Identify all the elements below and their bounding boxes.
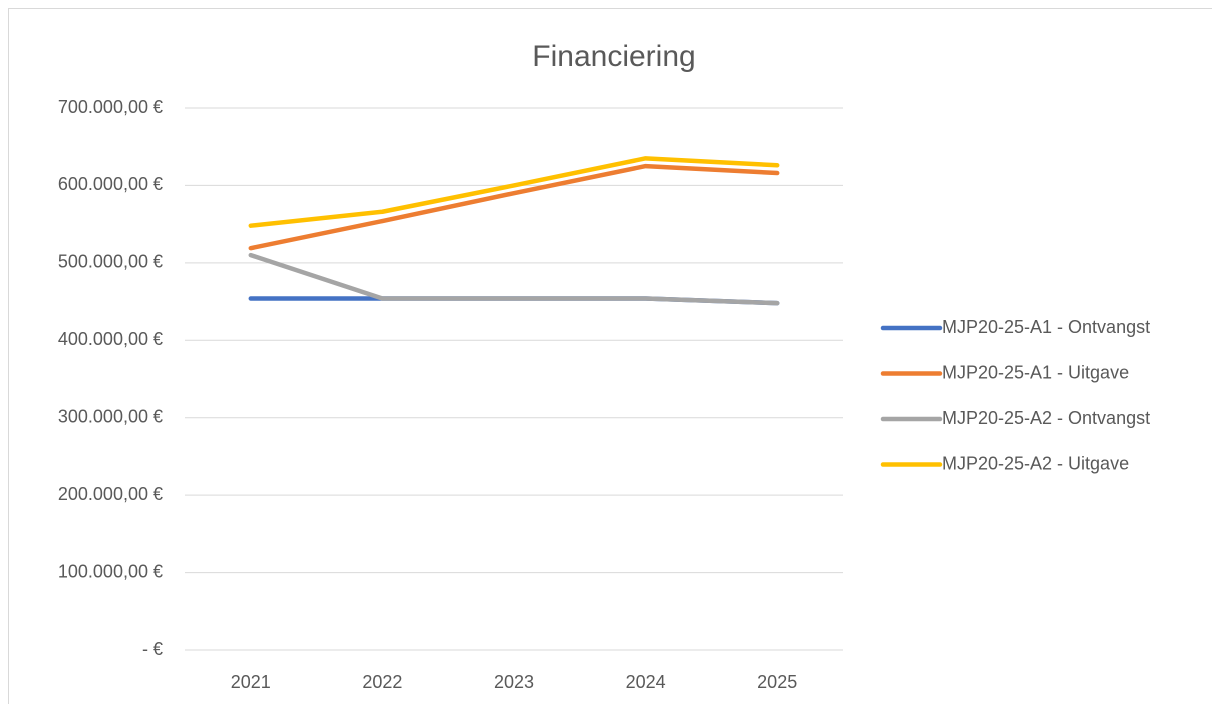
y-tick-label: 400.000,00 € <box>58 329 163 349</box>
y-tick-label: 100.000,00 € <box>58 561 163 581</box>
series-line <box>248 252 780 306</box>
chart-frame <box>8 8 1212 704</box>
y-tick-label: 500.000,00 € <box>58 252 163 272</box>
legend-label: MJP20-25-A2 - Ontvangst <box>942 408 1150 428</box>
x-tick-label: 2024 <box>626 672 666 692</box>
legend-label: MJP20-25-A1 - Ontvangst <box>942 317 1150 337</box>
y-tick-label: 700.000,00 € <box>58 97 163 117</box>
chart-title: Financiering <box>532 40 695 73</box>
x-tick-label: 2022 <box>362 672 402 692</box>
legend-label: MJP20-25-A2 - Uitgave <box>942 453 1129 473</box>
series-line <box>248 163 780 251</box>
x-tick-label: 2023 <box>494 672 534 692</box>
legend-label: MJP20-25-A1 - Uitgave <box>942 362 1129 382</box>
series-line <box>248 156 780 228</box>
y-tick-label: 200.000,00 € <box>58 484 163 504</box>
y-tick-label: 600.000,00 € <box>58 174 163 194</box>
y-tick-label: - € <box>142 639 163 659</box>
x-tick-label: 2025 <box>757 672 797 692</box>
x-tick-label: 2021 <box>231 672 271 692</box>
y-tick-label: 300.000,00 € <box>58 406 163 426</box>
